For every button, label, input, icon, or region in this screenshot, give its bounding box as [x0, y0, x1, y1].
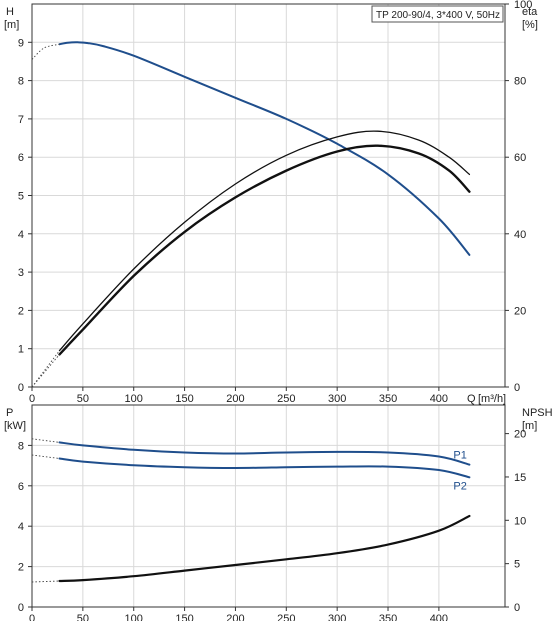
y-left-tick-label: 9	[18, 37, 24, 49]
x-tick-label: 150	[175, 613, 193, 621]
y-left-tick-label: 8	[18, 76, 24, 88]
x-tick-label: 400	[430, 393, 448, 405]
y-right-axis-label: NPSH	[522, 407, 553, 419]
y-right-tick-label: 20	[514, 305, 526, 317]
y-left-tick-label: 5	[18, 191, 24, 203]
y-right-tick-label: 15	[514, 472, 526, 484]
x-tick-label: 200	[226, 613, 244, 621]
y-left-tick-label: 0	[18, 602, 24, 614]
y-left-tick-label: 0	[18, 382, 24, 394]
y-right-tick-label: 40	[514, 229, 526, 241]
y-right-axis-label: eta	[522, 6, 538, 18]
y-left-tick-label: 2	[18, 562, 24, 574]
y-right-tick-label: 60	[514, 152, 526, 164]
series-line-2	[58, 514, 471, 583]
series-line-1	[58, 457, 471, 479]
series-label-1: P2	[453, 480, 466, 492]
y-left-tick-label: 4	[18, 229, 24, 241]
y-left-axis-unit: [kW]	[4, 420, 26, 432]
x-axis-label: Q	[467, 393, 476, 405]
title-box	[371, 5, 504, 23]
y-left-tick-label: 1	[18, 344, 24, 356]
y-left-tick-label: 8	[18, 440, 24, 452]
x-tick-label: 0	[29, 393, 35, 405]
series-label-0: P1	[453, 450, 466, 462]
series-extrapolation-1	[31, 454, 60, 459]
y-right-tick-label: 80	[514, 76, 526, 88]
x-tick-label: 250	[277, 613, 295, 621]
x-tick-label: 350	[379, 393, 397, 405]
x-tick-label: 0	[29, 613, 35, 621]
x-tick-label: 400	[430, 613, 448, 621]
y-left-tick-label: 7	[18, 114, 24, 126]
x-tick-label: 200	[226, 393, 244, 405]
y-left-axis-label: H	[6, 6, 14, 18]
y-left-axis-unit: [m]	[4, 19, 19, 31]
x-tick-label: 100	[125, 613, 143, 621]
series-line-2	[58, 144, 471, 356]
series-line-0	[58, 441, 471, 466]
y-right-axis-unit: [%]	[522, 19, 538, 31]
y-left-tick-label: 6	[18, 481, 24, 493]
x-axis-unit: [m³/h]	[478, 393, 506, 405]
x-tick-label: 250	[277, 393, 295, 405]
series-extrapolation-2	[31, 580, 60, 583]
series-extrapolation-0	[31, 438, 60, 443]
series-line-1	[58, 130, 471, 352]
y-left-tick-label: 2	[18, 305, 24, 317]
series-extrapolation-2	[31, 354, 60, 388]
series-line-0	[58, 41, 471, 256]
series-extrapolation-1	[31, 350, 60, 388]
y-right-tick-label: 10	[514, 515, 526, 527]
y-right-tick-label: 0	[514, 602, 520, 614]
series-extrapolation-0	[31, 43, 60, 60]
y-right-tick-label: 100	[514, 0, 532, 11]
x-tick-label: 100	[125, 393, 143, 405]
x-tick-label: 50	[77, 393, 89, 405]
x-tick-label: 350	[379, 613, 397, 621]
y-right-tick-label: 20	[514, 429, 526, 441]
y-left-axis-label: P	[6, 407, 13, 419]
y-right-tick-label: 5	[514, 559, 520, 571]
x-tick-label: 50	[77, 613, 89, 621]
y-left-tick-label: 3	[18, 267, 24, 279]
y-left-tick-label: 6	[18, 152, 24, 164]
y-right-tick-label: 0	[514, 382, 520, 394]
x-tick-label: 150	[175, 393, 193, 405]
x-tick-label: 300	[328, 613, 346, 621]
chart-title: TP 200-90/4, 3*400 V, 50Hz	[376, 10, 500, 21]
y-left-tick-label: 4	[18, 521, 24, 533]
y-right-axis-unit: [m]	[522, 420, 537, 432]
x-tick-label: 300	[328, 393, 346, 405]
plot-frame	[31, 404, 506, 608]
